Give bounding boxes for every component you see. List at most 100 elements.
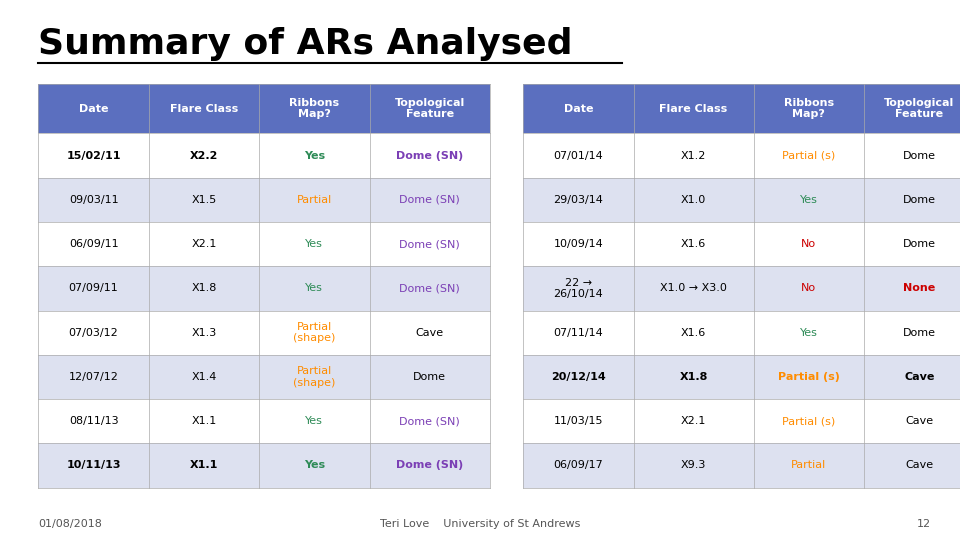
Text: No: No (802, 239, 816, 249)
Bar (259, 133, 370, 178)
Bar (149, 178, 259, 222)
Bar (370, 355, 490, 399)
Bar (38, 399, 149, 443)
Bar (149, 355, 259, 399)
Text: 20/12/14: 20/12/14 (551, 372, 606, 382)
Bar (38, 84, 149, 133)
Text: Yes: Yes (800, 195, 818, 205)
Bar (370, 310, 490, 355)
Text: Date: Date (564, 104, 593, 113)
Bar (38, 266, 149, 310)
Bar (523, 310, 634, 355)
Bar (38, 443, 149, 488)
Text: Dome (SN): Dome (SN) (399, 195, 460, 205)
Text: Dome (SN): Dome (SN) (396, 151, 464, 160)
Text: X1.6: X1.6 (681, 328, 707, 338)
Bar (38, 355, 149, 399)
Bar (754, 133, 864, 178)
Text: 10/11/13: 10/11/13 (66, 461, 121, 470)
Text: Summary of ARs Analysed: Summary of ARs Analysed (38, 27, 573, 61)
Text: 29/03/14: 29/03/14 (554, 195, 603, 205)
Text: Ribbons
Map?: Ribbons Map? (289, 98, 340, 119)
Bar (754, 355, 864, 399)
Text: X2.1: X2.1 (681, 416, 707, 426)
Text: X1.1: X1.1 (191, 416, 217, 426)
Text: Yes: Yes (800, 328, 818, 338)
Bar (634, 355, 754, 399)
Text: X1.1: X1.1 (190, 461, 218, 470)
Text: 09/03/11: 09/03/11 (69, 195, 118, 205)
Text: Dome: Dome (902, 328, 936, 338)
Text: 07/11/14: 07/11/14 (554, 328, 603, 338)
Text: 12/07/12: 12/07/12 (69, 372, 118, 382)
Bar (259, 266, 370, 310)
Bar (754, 443, 864, 488)
Bar (259, 443, 370, 488)
Text: 08/11/13: 08/11/13 (69, 416, 118, 426)
Bar (634, 133, 754, 178)
Text: 07/09/11: 07/09/11 (69, 284, 118, 293)
Bar (864, 84, 960, 133)
Text: Topological
Feature: Topological Feature (395, 98, 465, 119)
Text: X1.0 → X3.0: X1.0 → X3.0 (660, 284, 727, 293)
Text: Yes: Yes (303, 461, 325, 470)
Text: No: No (802, 284, 816, 293)
Bar (370, 443, 490, 488)
Text: 07/01/14: 07/01/14 (554, 151, 603, 160)
Bar (754, 178, 864, 222)
Text: Partial: Partial (297, 195, 332, 205)
Text: Yes: Yes (305, 239, 324, 249)
Text: Dome: Dome (902, 195, 936, 205)
Bar (523, 355, 634, 399)
Text: None: None (903, 284, 935, 293)
Bar (523, 443, 634, 488)
Text: 12: 12 (917, 519, 931, 529)
Text: 11/03/15: 11/03/15 (554, 416, 603, 426)
Bar (523, 399, 634, 443)
Bar (370, 399, 490, 443)
Bar (149, 310, 259, 355)
Text: X1.2: X1.2 (681, 151, 707, 160)
Text: Dome (SN): Dome (SN) (396, 461, 464, 470)
Bar (523, 266, 634, 310)
Text: X9.3: X9.3 (681, 461, 707, 470)
Bar (38, 310, 149, 355)
Text: 10/09/14: 10/09/14 (554, 239, 603, 249)
Bar (259, 178, 370, 222)
Text: Yes: Yes (303, 151, 325, 160)
Bar (754, 266, 864, 310)
Bar (370, 84, 490, 133)
Text: 07/03/12: 07/03/12 (69, 328, 118, 338)
Bar (634, 84, 754, 133)
Bar (634, 222, 754, 266)
Text: X1.4: X1.4 (191, 372, 217, 382)
Text: Cave: Cave (904, 372, 934, 382)
Text: Cave: Cave (905, 461, 933, 470)
Text: X1.8: X1.8 (680, 372, 708, 382)
Text: Partial (s): Partial (s) (782, 416, 835, 426)
Bar (523, 178, 634, 222)
Bar (149, 84, 259, 133)
Bar (864, 355, 960, 399)
Bar (864, 266, 960, 310)
Bar (864, 310, 960, 355)
Bar (634, 178, 754, 222)
Text: X2.2: X2.2 (190, 151, 218, 160)
Bar (864, 133, 960, 178)
Text: Yes: Yes (305, 284, 324, 293)
Text: Partial
(shape): Partial (shape) (293, 366, 336, 388)
Bar (864, 178, 960, 222)
Text: Yes: Yes (305, 416, 324, 426)
Bar (259, 222, 370, 266)
Text: 15/02/11: 15/02/11 (66, 151, 121, 160)
Bar (38, 133, 149, 178)
Bar (754, 399, 864, 443)
Text: 01/08/2018: 01/08/2018 (38, 519, 103, 529)
Bar (523, 222, 634, 266)
Text: Cave: Cave (905, 416, 933, 426)
Text: X1.8: X1.8 (191, 284, 217, 293)
Bar (864, 222, 960, 266)
Bar (370, 133, 490, 178)
Bar (370, 178, 490, 222)
Text: Partial
(shape): Partial (shape) (293, 322, 336, 343)
